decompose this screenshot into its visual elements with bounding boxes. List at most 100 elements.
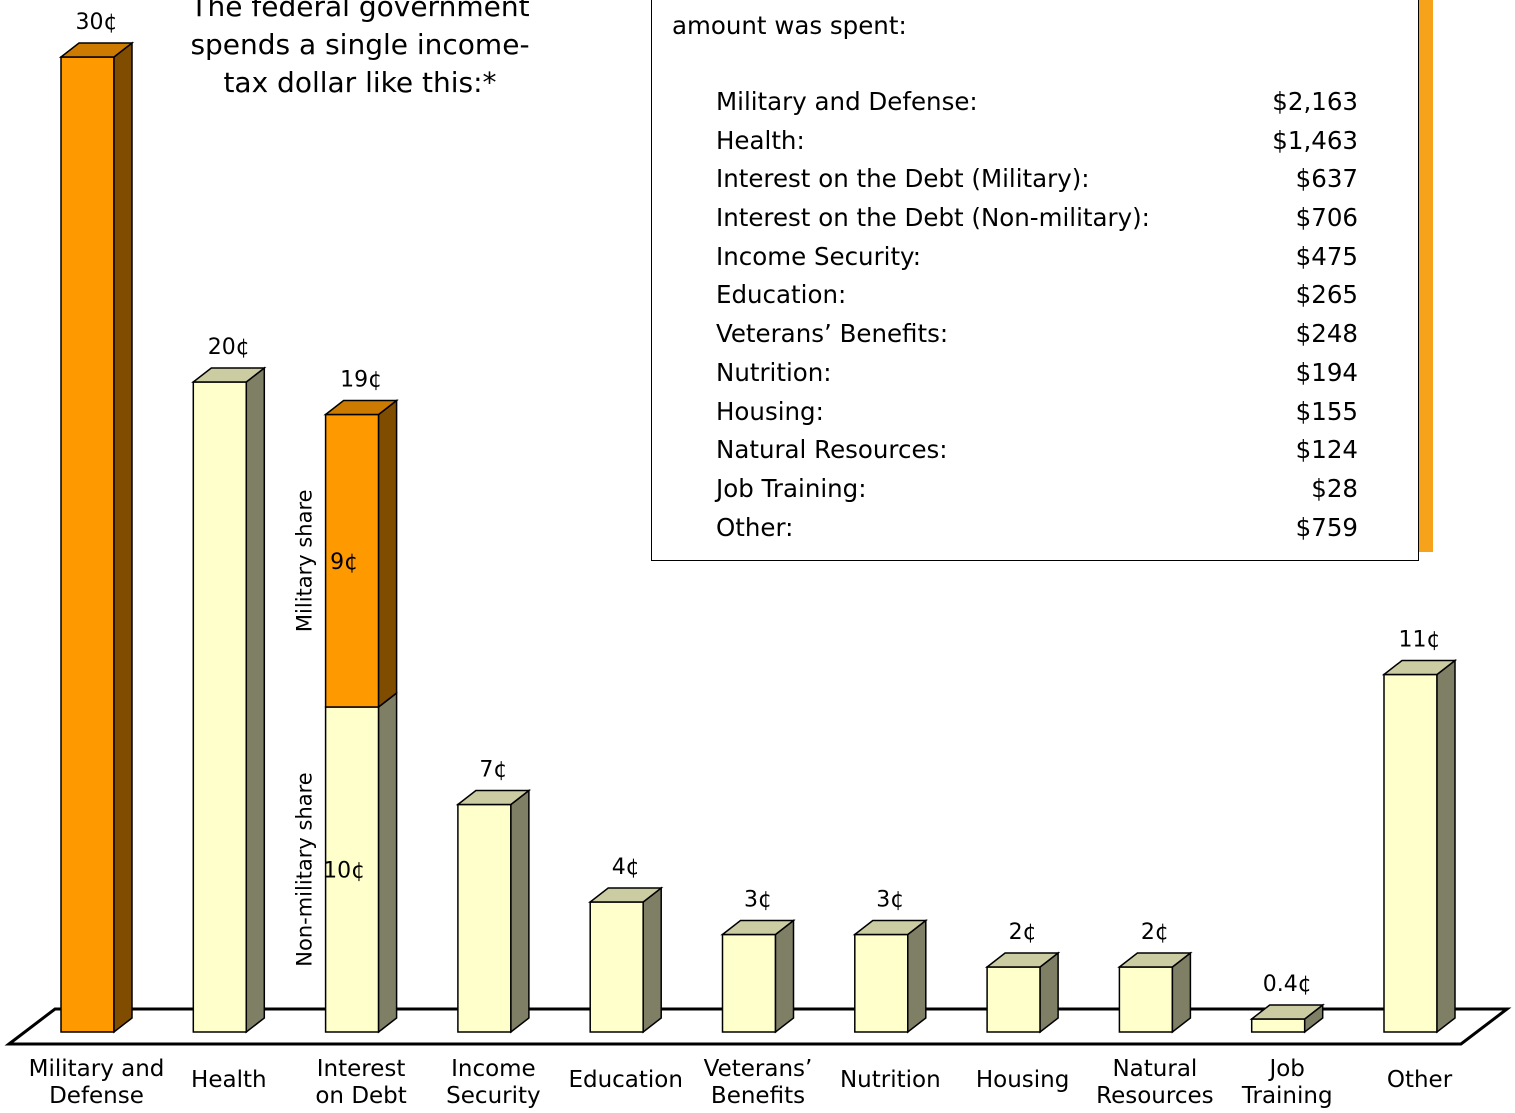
bar-side	[510, 788, 530, 1034]
bar-value-label: 4¢	[612, 855, 640, 880]
spend-row: Education: $265	[716, 276, 1358, 315]
segment-name-label: Non-military share	[293, 772, 317, 966]
bar-value-label: 19¢	[340, 368, 382, 393]
bar	[58, 41, 135, 1034]
spend-amount: $706	[1295, 203, 1358, 233]
category-label: Military and	[29, 1056, 165, 1082]
spending-panel: amount was spent: Military and Defense: $…	[651, 0, 1419, 561]
category-label: Veterans’	[704, 1056, 813, 1082]
spend-row: Veterans’ Benefits: $248	[716, 315, 1358, 354]
bar-face	[854, 933, 909, 1033]
bar-side	[245, 366, 266, 1034]
bar-value-label: 2¢	[1141, 920, 1169, 945]
bar	[1381, 658, 1458, 1034]
bar-top	[1117, 952, 1193, 968]
spend-label: Veterans’ Benefits:	[716, 319, 949, 349]
bar	[852, 918, 928, 1034]
spend-amount: $637	[1295, 164, 1358, 194]
spend-amount: $759	[1295, 512, 1358, 542]
bar-value-label: 3¢	[744, 888, 772, 913]
category-label: Education	[568, 1067, 683, 1093]
bar-value-label: 2¢	[1009, 920, 1037, 945]
bar-top	[984, 952, 1061, 968]
bar-face	[457, 803, 512, 1033]
bar-face	[986, 966, 1041, 1033]
spend-label: Nutrition:	[716, 357, 832, 387]
bar-face	[721, 933, 777, 1033]
bar-value-label: 0.4¢	[1263, 972, 1312, 997]
category-label: Defense	[49, 1083, 144, 1109]
spend-label: Health:	[716, 125, 805, 155]
bar-top	[852, 919, 928, 936]
category-label: Resources	[1096, 1083, 1213, 1109]
spend-label: Education:	[716, 280, 847, 310]
spend-amount: $155	[1295, 396, 1358, 426]
bar-segment	[324, 691, 398, 1034]
bar	[191, 366, 267, 1034]
bar-segment-face	[324, 706, 380, 1033]
segment-value-label: 10¢	[323, 859, 365, 884]
spend-amount: $28	[1311, 473, 1358, 503]
spend-row: Health: $1,463	[716, 122, 1358, 161]
bar	[720, 918, 796, 1034]
bar-value-label: 3¢	[876, 888, 904, 913]
bars-layer	[58, 41, 1458, 1034]
bar-segment-side	[377, 398, 398, 709]
spend-row: Natural Resources: $124	[716, 431, 1358, 470]
intro-text: The federal government spends a single i…	[190, 0, 530, 99]
bar-face	[192, 381, 248, 1033]
category-label: Interest	[317, 1056, 406, 1082]
category-label: Job	[1267, 1056, 1304, 1082]
bar-value-label: 20¢	[208, 335, 250, 360]
spend-row: Other: $759	[716, 509, 1358, 548]
panel-intro: amount was spent:	[672, 11, 907, 40]
spend-amount: $1,463	[1272, 125, 1358, 155]
spend-label: Interest on the Debt (Military):	[716, 164, 1090, 194]
spend-label: Income Security:	[716, 241, 922, 271]
category-label: Training	[1241, 1083, 1333, 1109]
spend-amount: $124	[1295, 435, 1358, 465]
category-label: Housing	[976, 1067, 1070, 1093]
spend-row: Income Security: $475	[716, 238, 1358, 277]
bar-segment-side	[377, 691, 398, 1034]
spend-amount: $475	[1295, 241, 1358, 271]
category-label: Income	[451, 1056, 536, 1082]
spend-amount: $194	[1295, 357, 1358, 387]
spend-list: Military and Defense: $2,163 Health: $1,463…	[716, 83, 1358, 547]
bar-face	[1383, 673, 1438, 1033]
bar-top	[191, 367, 267, 383]
spend-row: Military and Defense: $2,163	[716, 83, 1358, 122]
bar-side	[774, 918, 795, 1034]
bar	[1117, 951, 1193, 1034]
bar-face	[60, 56, 115, 1033]
bar-value-label: 7¢	[479, 758, 507, 783]
spend-label: Housing:	[716, 396, 824, 426]
spend-label: Military and Defense:	[716, 87, 978, 116]
bar-side	[907, 918, 927, 1034]
spend-row: Interest on the Debt (Non-military): $706	[716, 199, 1358, 238]
bar	[455, 788, 532, 1034]
category-label: Health	[191, 1067, 267, 1093]
bar-value-label: 11¢	[1399, 628, 1441, 653]
spend-amount: $2,163	[1272, 87, 1358, 116]
spend-label: Job Training:	[716, 473, 867, 503]
bar-top	[720, 919, 796, 936]
bar	[588, 886, 664, 1034]
segment-name-label: Military share	[293, 489, 317, 632]
bar-segment-face	[324, 413, 380, 708]
bar-segment	[323, 398, 399, 709]
category-label: Nutrition	[840, 1067, 941, 1093]
bar	[984, 951, 1061, 1034]
bar-face	[589, 901, 644, 1033]
spend-label: Other:	[716, 512, 794, 542]
spend-amount: $248	[1295, 319, 1358, 349]
bar-top	[455, 789, 532, 806]
bar-side	[113, 41, 133, 1034]
bar-face	[1118, 966, 1174, 1033]
bar-top	[1381, 659, 1458, 676]
spend-row: Housing: $155	[716, 393, 1358, 432]
bar-value-label: 30¢	[76, 10, 118, 35]
category-label: Security	[446, 1083, 540, 1109]
